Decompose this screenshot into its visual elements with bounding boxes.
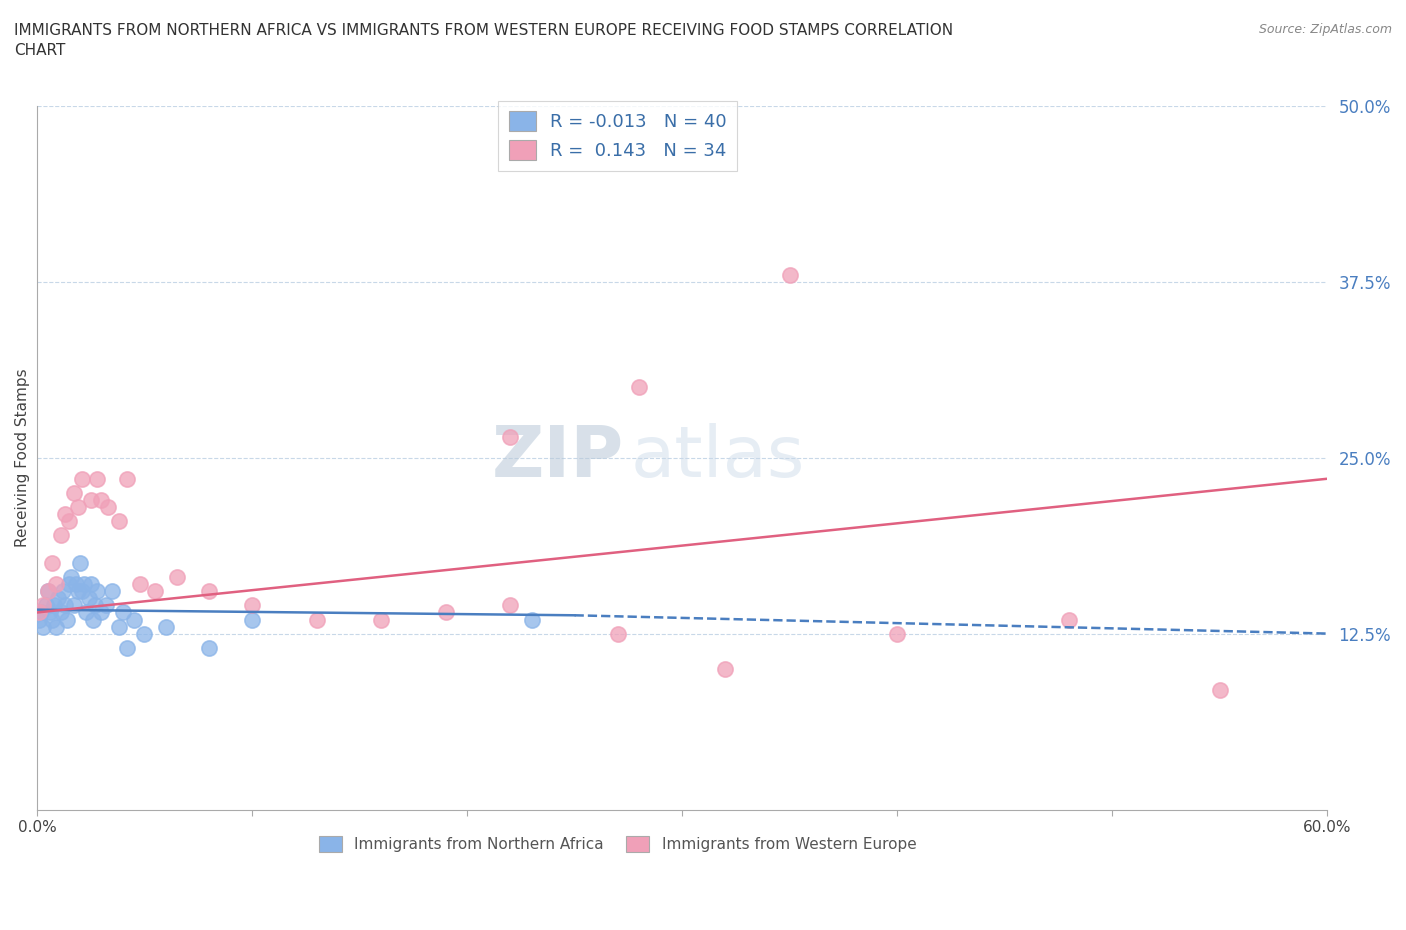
Point <box>886 626 908 641</box>
Point <box>38 605 60 620</box>
Point <box>45 577 67 591</box>
Point <box>66 499 89 514</box>
Point <box>434 605 457 620</box>
Point <box>34 598 56 613</box>
Point <box>90 492 112 507</box>
Point <box>86 584 108 599</box>
Point <box>45 619 67 634</box>
Point <box>32 619 55 634</box>
Point <box>122 612 145 627</box>
Point <box>499 598 522 613</box>
Point <box>117 472 139 486</box>
Point <box>82 612 104 627</box>
Point <box>37 584 59 599</box>
Point <box>143 584 166 599</box>
Point <box>65 577 87 591</box>
Point <box>80 577 103 591</box>
Point <box>75 605 97 620</box>
Point <box>60 570 83 585</box>
Point <box>155 619 177 634</box>
Point <box>305 612 328 627</box>
Point <box>37 584 59 599</box>
Point <box>77 591 100 605</box>
Point <box>370 612 392 627</box>
Point <box>70 472 93 486</box>
Y-axis label: Receiving Food Stamps: Receiving Food Stamps <box>15 368 30 547</box>
Point <box>111 605 134 620</box>
Point <box>134 626 156 641</box>
Point <box>30 605 52 620</box>
Point <box>101 584 124 599</box>
Point <box>86 472 108 486</box>
Point <box>28 612 51 627</box>
Point <box>48 591 70 605</box>
Point <box>240 598 263 613</box>
Point <box>1057 612 1080 627</box>
Point <box>1209 683 1232 698</box>
Point <box>97 499 120 514</box>
Point <box>129 577 152 591</box>
Point <box>198 640 221 655</box>
Point <box>52 584 75 599</box>
Point <box>198 584 221 599</box>
Point <box>44 598 66 613</box>
Point <box>73 577 96 591</box>
Point <box>41 612 63 627</box>
Point <box>58 577 80 591</box>
Point <box>107 619 129 634</box>
Point <box>70 584 93 599</box>
Point <box>84 598 107 613</box>
Text: atlas: atlas <box>630 423 804 492</box>
Point <box>58 513 80 528</box>
Point <box>53 507 76 522</box>
Point <box>628 379 651 394</box>
Point <box>117 640 139 655</box>
Point <box>41 556 63 571</box>
Point <box>520 612 543 627</box>
Point <box>32 598 55 613</box>
Point <box>166 570 188 585</box>
Point <box>499 429 522 444</box>
Point <box>66 584 89 599</box>
Point <box>714 661 737 676</box>
Point <box>28 605 51 620</box>
Point <box>53 598 76 613</box>
Point <box>779 267 801 282</box>
Point <box>606 626 628 641</box>
Text: Source: ZipAtlas.com: Source: ZipAtlas.com <box>1258 23 1392 36</box>
Point <box>240 612 263 627</box>
Point <box>49 605 72 620</box>
Point <box>94 598 117 613</box>
Text: IMMIGRANTS FROM NORTHERN AFRICA VS IMMIGRANTS FROM WESTERN EUROPE RECEIVING FOOD: IMMIGRANTS FROM NORTHERN AFRICA VS IMMIG… <box>14 23 953 58</box>
Point <box>107 513 129 528</box>
Point <box>56 612 79 627</box>
Legend: Immigrants from Northern Africa, Immigrants from Western Europe: Immigrants from Northern Africa, Immigra… <box>312 830 922 858</box>
Point <box>90 605 112 620</box>
Point <box>69 556 91 571</box>
Text: ZIP: ZIP <box>492 423 624 492</box>
Point <box>49 527 72 542</box>
Point <box>80 492 103 507</box>
Point <box>62 485 84 500</box>
Point <box>62 598 84 613</box>
